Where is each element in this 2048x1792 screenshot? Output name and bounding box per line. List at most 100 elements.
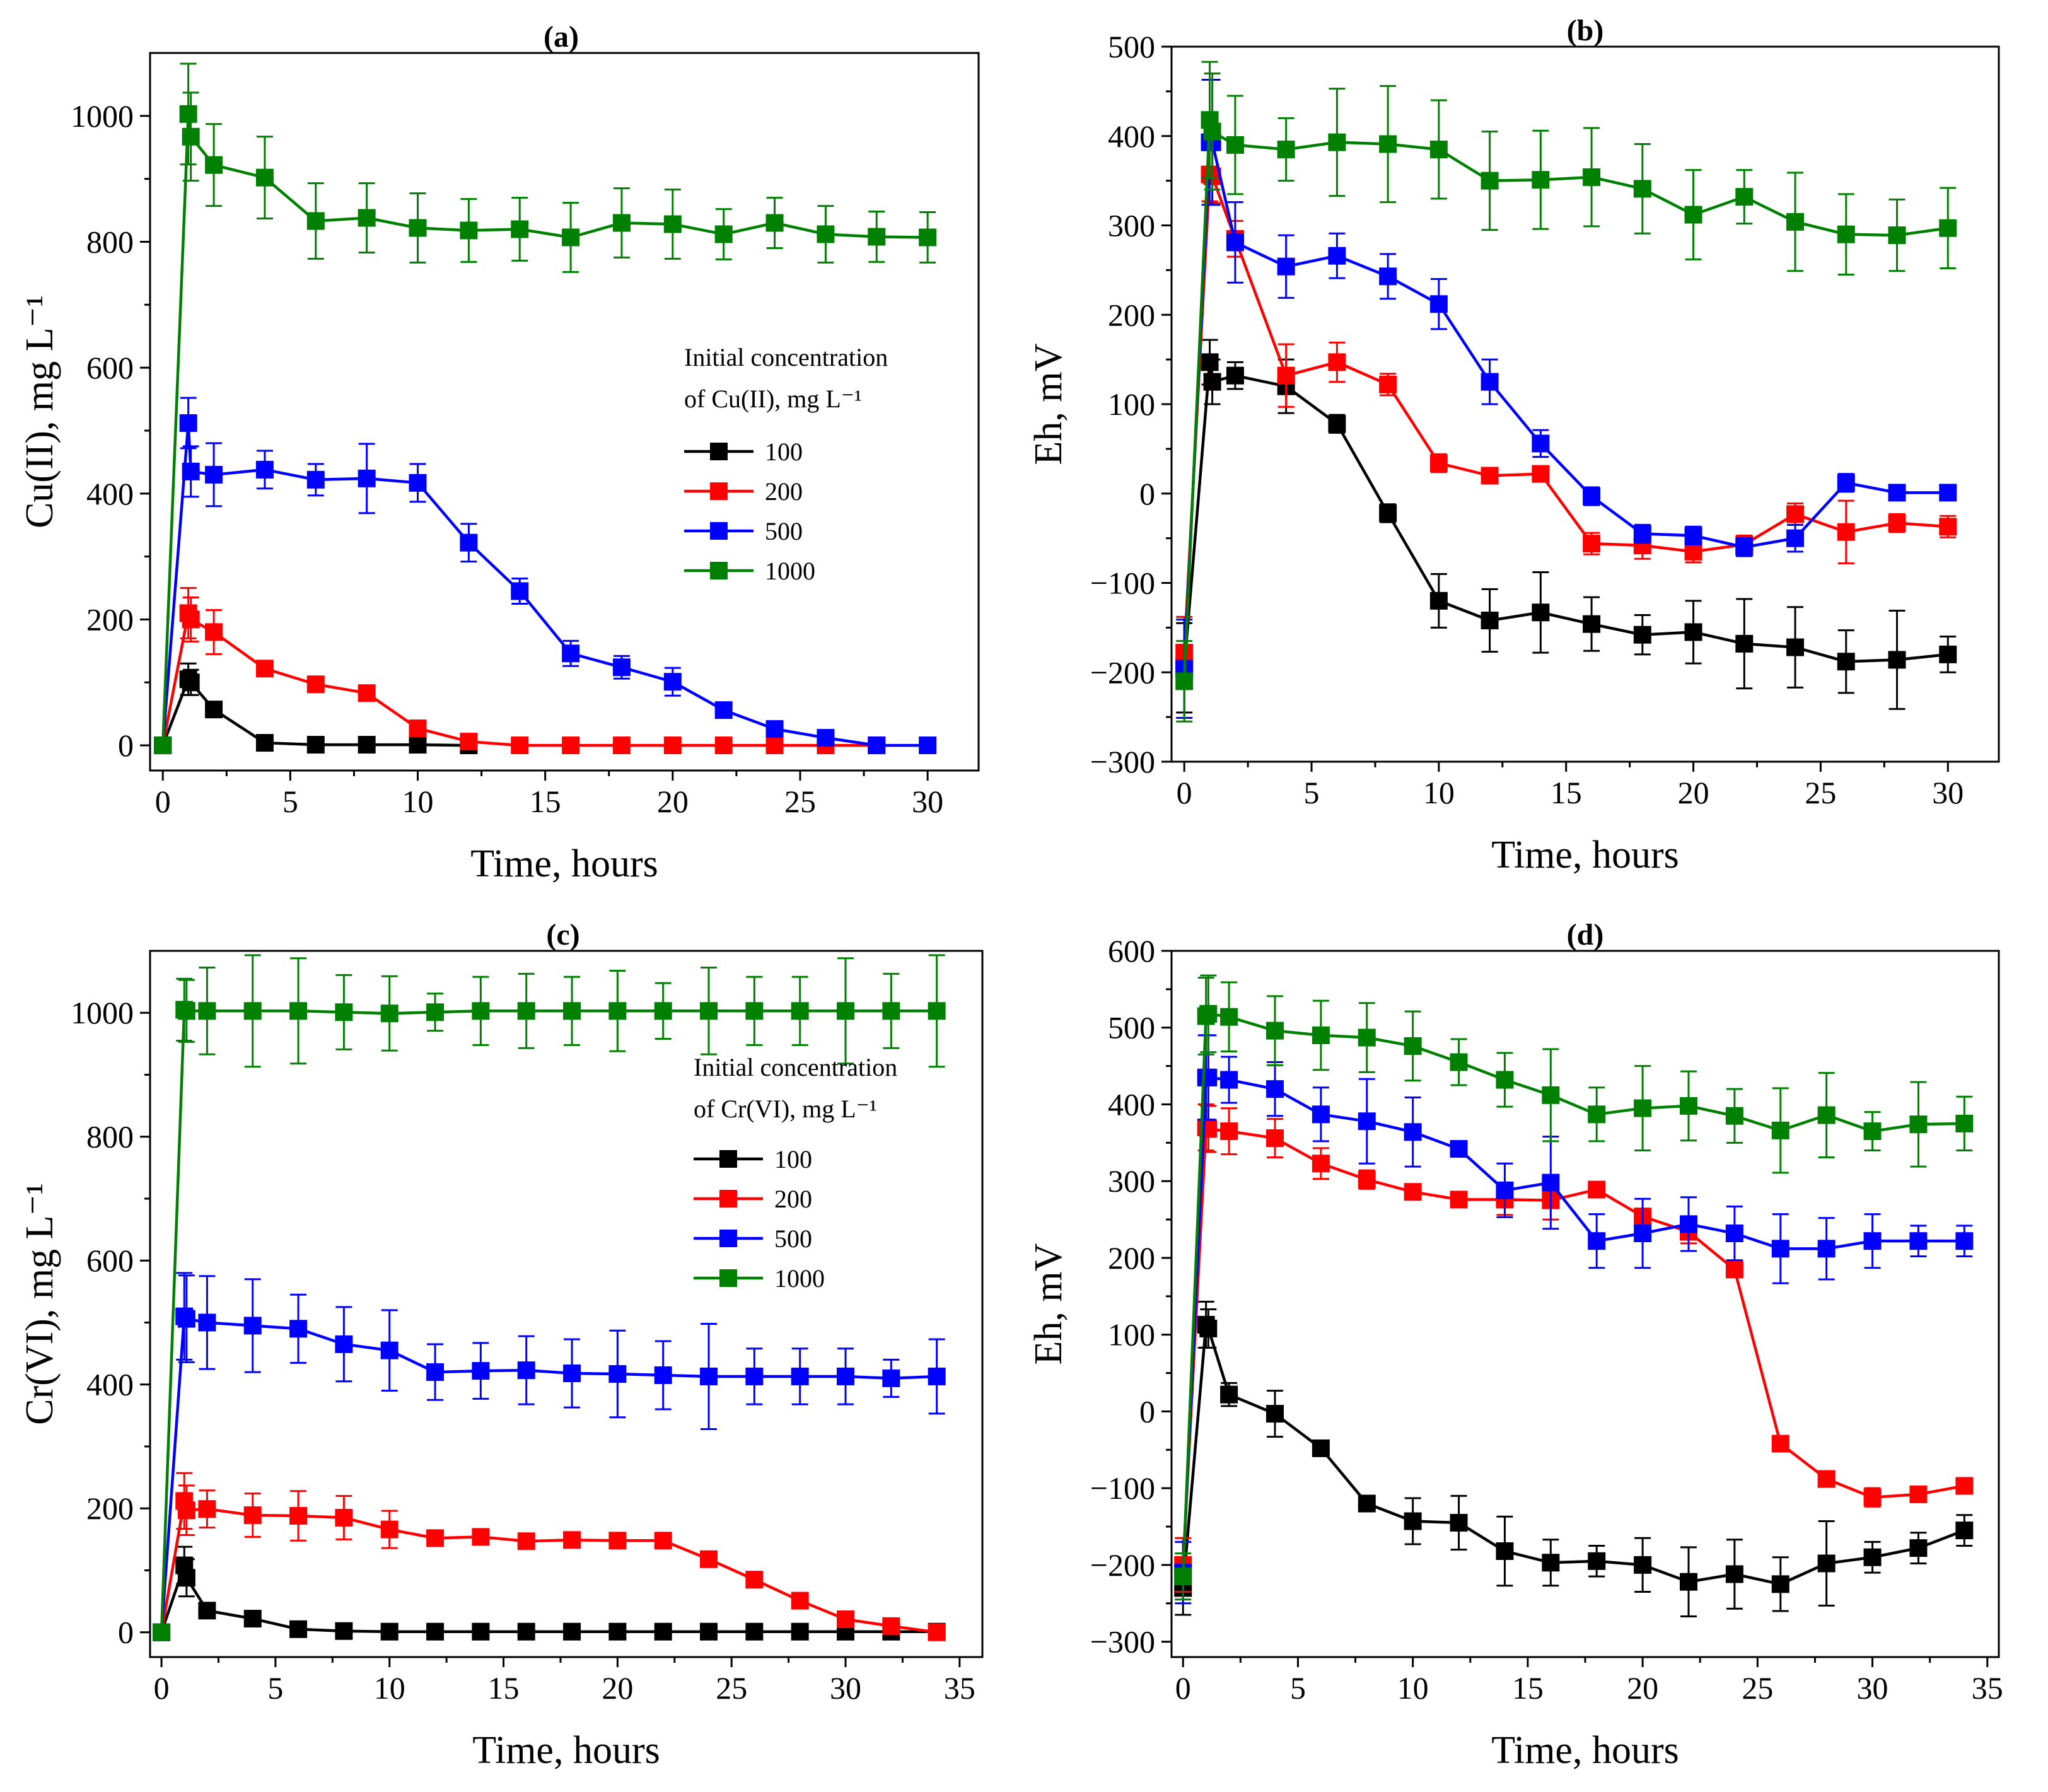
data-point	[1199, 1004, 1218, 1023]
data-point	[1771, 1240, 1789, 1258]
data-point	[380, 1520, 399, 1539]
data-point	[1909, 1232, 1928, 1250]
data-point	[608, 1532, 627, 1550]
data-point	[1532, 603, 1550, 622]
data-point	[517, 1622, 535, 1641]
x-axis-title: Time, hours	[472, 1729, 660, 1772]
data-point	[1266, 1405, 1284, 1423]
data-point	[1379, 504, 1397, 522]
data-point	[460, 733, 478, 751]
y-tick-label: −300	[1090, 1624, 1155, 1660]
data-point	[1633, 180, 1651, 198]
y-tick-label: 200	[1108, 297, 1155, 332]
data-point	[517, 1361, 535, 1380]
data-point	[255, 460, 274, 479]
data-point	[1863, 1488, 1882, 1506]
chart-panel-d: 0 5 10 15 20 25 30 35 −300 −200 −100 0 100 200 300 400 5…	[1027, 918, 2003, 1772]
x-tick-label: 15	[1551, 775, 1582, 810]
data-point	[177, 1002, 195, 1020]
data-point	[1312, 1026, 1330, 1044]
data-point	[358, 209, 376, 227]
data-point	[1481, 612, 1499, 630]
data-point	[1379, 375, 1397, 393]
data-point	[1786, 505, 1805, 523]
data-point	[243, 1506, 262, 1525]
series-line	[1182, 119, 1948, 682]
y-tick-label: 800	[86, 224, 134, 259]
x-tick-label: 0	[1175, 1670, 1191, 1706]
y-tick-label: 600	[86, 1243, 134, 1278]
data-point	[1786, 529, 1805, 547]
x-tick-label: 25	[784, 784, 816, 819]
data-point	[1429, 295, 1448, 313]
data-point	[1429, 141, 1448, 159]
data-point	[255, 660, 274, 678]
legend-swatch-marker	[710, 522, 728, 540]
data-point	[177, 1310, 195, 1328]
data-point	[1684, 623, 1702, 641]
data-point	[306, 470, 325, 489]
x-tick-label: 20	[602, 1670, 633, 1706]
data-point	[198, 1313, 216, 1332]
x-tick-label: 20	[1678, 775, 1709, 810]
x-tick-label: 0	[154, 1670, 170, 1706]
x-tick-label: 25	[1742, 1670, 1773, 1706]
data-point	[1725, 1107, 1743, 1125]
data-point	[1174, 1568, 1192, 1586]
data-point	[358, 684, 376, 702]
data-point	[882, 1617, 900, 1635]
data-point	[511, 736, 529, 755]
data-point	[1771, 1121, 1789, 1139]
data-point	[868, 228, 886, 246]
series-line	[161, 113, 928, 746]
data-point	[409, 736, 427, 754]
data-point	[1496, 1181, 1514, 1199]
data-point	[654, 1002, 672, 1020]
chart-panel-a: 0 5 10 15 20 25 30 0 200 400 600 800 1000 Time, hours…	[18, 20, 980, 885]
data-point	[182, 462, 200, 480]
data-point	[837, 1610, 855, 1629]
y-tick-label: −200	[1090, 655, 1155, 690]
data-point	[1542, 1086, 1560, 1104]
data-point	[714, 225, 733, 243]
series-100	[1175, 339, 1957, 714]
data-point	[1226, 233, 1244, 252]
data-point	[409, 474, 427, 492]
data-point	[1199, 1319, 1218, 1337]
data-point	[1955, 1521, 1974, 1540]
y-tick-label: 0	[1139, 1393, 1155, 1429]
data-point	[335, 1003, 353, 1021]
data-point	[1735, 634, 1754, 653]
data-point	[1266, 1080, 1284, 1098]
legend-title: Initial concentration	[694, 1053, 897, 1081]
y-tick-label: 0	[1139, 476, 1155, 511]
data-point	[1837, 474, 1855, 492]
x-tick-label: 5	[1290, 1670, 1306, 1706]
series-500	[154, 397, 937, 755]
data-point	[426, 1003, 445, 1021]
data-point	[817, 225, 835, 243]
data-point	[255, 168, 274, 187]
data-point	[608, 1622, 627, 1641]
legend-label: 100	[765, 438, 803, 466]
series-1000	[1174, 974, 1974, 1601]
series-line	[160, 1313, 937, 1632]
data-point	[1532, 465, 1550, 483]
x-tick-label: 10	[402, 784, 434, 819]
plot-frame	[1170, 45, 2000, 763]
series-200	[153, 1472, 946, 1641]
data-point	[289, 1507, 308, 1525]
data-point	[1735, 538, 1754, 556]
data-point	[1404, 1123, 1422, 1141]
y-tick-label: 500	[1108, 29, 1155, 64]
data-point	[472, 1622, 490, 1641]
data-point	[289, 1620, 308, 1638]
y-tick-label: 500	[1108, 1010, 1155, 1045]
legend-swatch-marker	[719, 1269, 737, 1287]
data-point	[205, 623, 223, 641]
x-axis-title: Time, hours	[470, 842, 658, 885]
y-tick-label: 600	[1108, 933, 1155, 969]
data-point	[1328, 415, 1346, 433]
y-tick-label: 400	[86, 476, 134, 511]
